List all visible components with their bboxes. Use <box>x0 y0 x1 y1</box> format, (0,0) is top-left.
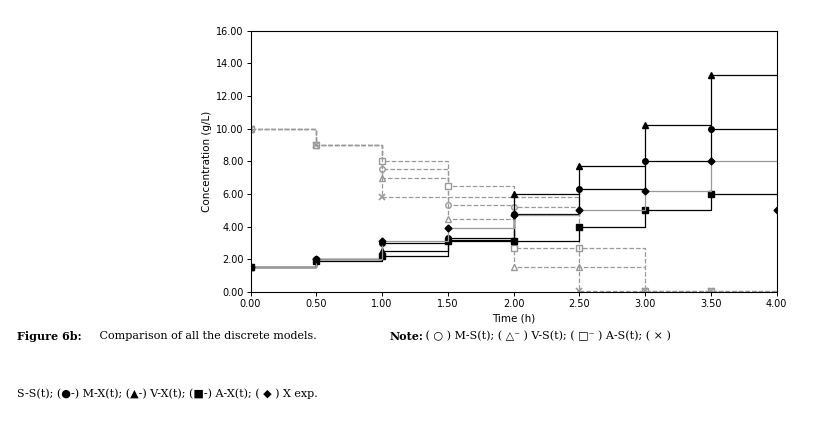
Y-axis label: Concentration (g/L): Concentration (g/L) <box>202 111 212 212</box>
Text: ( ○ ) M-S(t); ( △⁻ ) V-S(t); ( □⁻ ) A-S(t); ( × ): ( ○ ) M-S(t); ( △⁻ ) V-S(t); ( □⁻ ) A-S(… <box>422 331 671 342</box>
Text: Note:: Note: <box>390 331 424 342</box>
Text: Comparison of all the discrete models.: Comparison of all the discrete models. <box>96 331 321 341</box>
X-axis label: Time (h): Time (h) <box>492 313 535 323</box>
Text: Figure 6b:: Figure 6b: <box>17 331 81 342</box>
Text: S-S(t); (●-) M-X(t); (▲-) V-X(t); (■-) A-X(t); ( ◆ ) X exp.: S-S(t); (●-) M-X(t); (▲-) V-X(t); (■-) A… <box>17 388 317 399</box>
